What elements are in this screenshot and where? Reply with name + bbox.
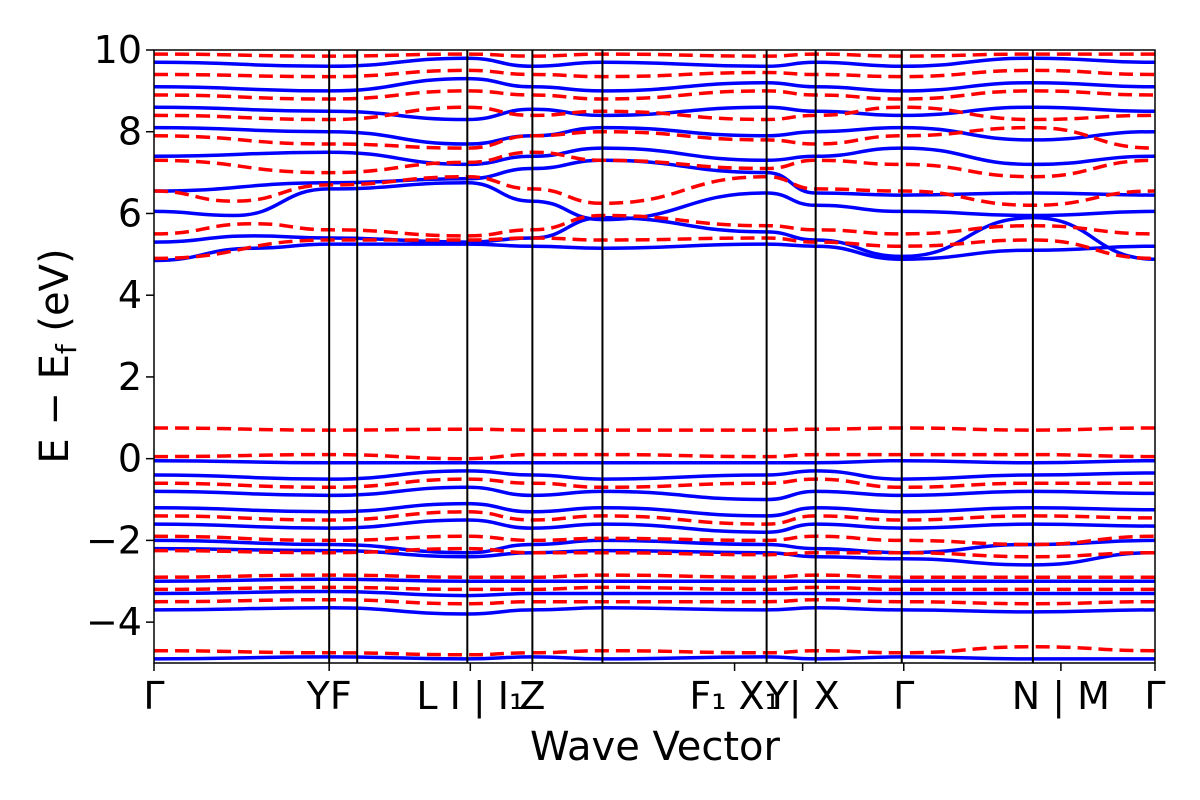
- y-tick-label: −2: [86, 518, 142, 562]
- band-dashed-30: [154, 452, 1155, 461]
- band-solid-0: [154, 242, 1155, 263]
- band-dashed-32: [154, 510, 1155, 526]
- high-symmetry-lines: [328, 50, 1034, 663]
- band-dashed-38: [154, 644, 1155, 657]
- y-tick-label: 4: [118, 273, 142, 317]
- band-dashed-22: [154, 174, 1155, 208]
- x-axis-ticks: Γ YF L I | I₁Z F₁ X₁Y| X Γ N | M Γ: [143, 663, 1166, 719]
- band-solid-3: [154, 158, 1155, 197]
- y-tick-label: 0: [118, 437, 142, 481]
- band-solid-15: [154, 546, 1155, 567]
- band-dashed-24: [154, 125, 1155, 150]
- x-tick-label: L I | I₁: [416, 674, 524, 719]
- band-solid-12: [154, 501, 1155, 518]
- y-tick-label: 10: [94, 28, 142, 72]
- band-solid-16: [154, 577, 1155, 584]
- band-lines: [154, 52, 1155, 661]
- y-axis-title-unit: (eV): [32, 248, 78, 344]
- band-dashed-36: [154, 585, 1155, 592]
- band-dashed-37: [154, 597, 1155, 606]
- x-tick-label: Y| X: [765, 674, 840, 719]
- band-solid-9: [154, 458, 1155, 465]
- plot-frame: [153, 49, 1156, 664]
- x-tick-label: Γ: [143, 674, 164, 718]
- band-solid-17: [154, 589, 1155, 598]
- y-axis-title-main: E − E: [32, 354, 78, 464]
- band-solid-6: [154, 105, 1155, 122]
- band-dashed-20: [154, 236, 1155, 261]
- y-axis-title: E − Ef (eV): [32, 248, 83, 463]
- band-solid-13: [154, 518, 1155, 534]
- band-dashed-28: [154, 52, 1155, 58]
- y-tick-label: 8: [118, 110, 142, 154]
- band-solid-7: [154, 76, 1155, 93]
- band-dashed-33: [154, 534, 1155, 547]
- x-axis-title: Wave Vector: [530, 724, 781, 770]
- band-solid-18: [154, 606, 1155, 616]
- band-dashed-26: [154, 89, 1155, 101]
- band-solid-19: [154, 655, 1155, 661]
- x-tick-label: Z: [519, 674, 545, 718]
- band-solid-1: [154, 215, 1155, 261]
- band-solid-8: [154, 56, 1155, 69]
- band-solid-11: [154, 485, 1155, 502]
- y-axis-ticks: −4 −2 0 2 4 6 8 10: [86, 28, 154, 644]
- x-tick-label: Γ: [893, 674, 914, 718]
- band-dashed-27: [154, 68, 1155, 79]
- band-solid-5: [154, 125, 1155, 146]
- band-solid-14: [154, 538, 1155, 555]
- y-axis-title-subscript: f: [50, 343, 83, 354]
- x-tick-label: Γ: [1144, 674, 1165, 718]
- band-solid-4: [154, 146, 1155, 167]
- band-dashed-31: [154, 477, 1155, 490]
- y-tick-label: 6: [118, 191, 142, 235]
- x-tick-label: YF: [306, 674, 352, 718]
- band-dashed-25: [154, 105, 1155, 122]
- band-dashed-23: [154, 150, 1155, 179]
- y-tick-label: −4: [86, 600, 142, 644]
- band-dashed-34: [154, 546, 1155, 559]
- x-tick-label: N | M: [1012, 674, 1110, 719]
- x-tick-label: F₁ X₁: [689, 674, 779, 718]
- y-tick-label: 2: [118, 355, 142, 399]
- band-dashed-35: [154, 573, 1155, 579]
- band-dashed-29: [154, 426, 1155, 432]
- band-dashed-21: [154, 213, 1155, 238]
- band-solid-10: [154, 469, 1155, 481]
